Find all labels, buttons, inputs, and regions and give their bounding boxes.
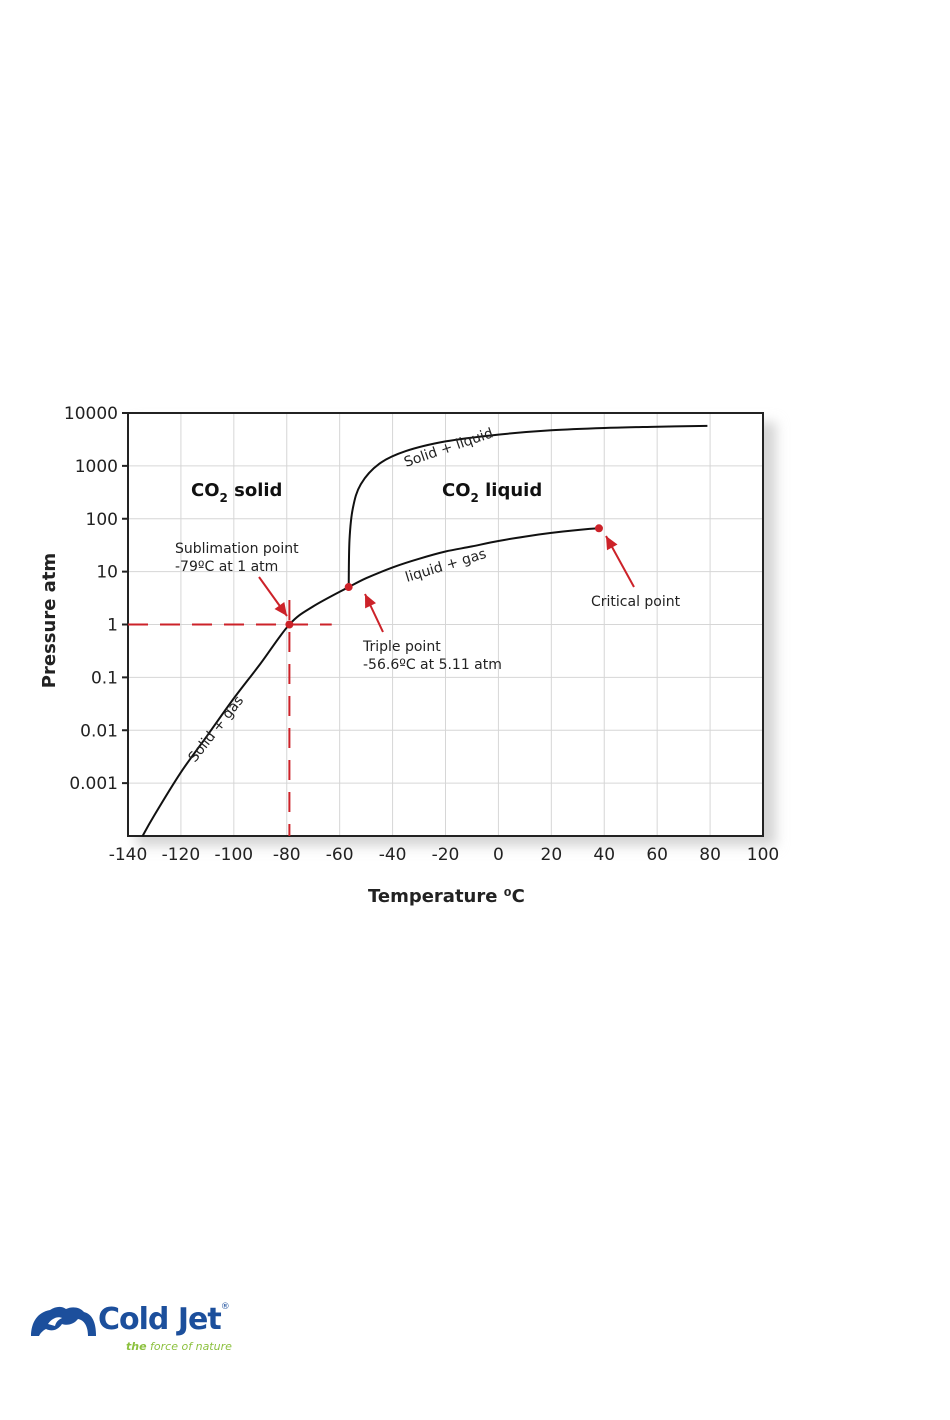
logo-wordmark: Cold Jet® bbox=[98, 1302, 230, 1337]
x-tick-label: -80 bbox=[273, 845, 301, 865]
y-tick-label: 1 bbox=[107, 616, 118, 636]
x-tick-label: 80 bbox=[699, 845, 721, 865]
region-label-liquid: CO2 liquid bbox=[442, 480, 542, 505]
annotation-critical-point: Critical point bbox=[591, 594, 681, 610]
region-tail: liquid bbox=[479, 480, 542, 501]
points bbox=[285, 524, 603, 629]
grid bbox=[128, 413, 763, 836]
y-tick-label: 0.1 bbox=[91, 668, 118, 688]
y-tick-label: 1000 bbox=[75, 457, 118, 477]
annotation-triple-point: -56.6ºC at 5.11 atm bbox=[363, 657, 502, 673]
melting-curve bbox=[347, 424, 708, 588]
y-axis-title: Pressure atm bbox=[39, 553, 60, 688]
reference-lines bbox=[128, 600, 332, 836]
arrows bbox=[258, 535, 635, 633]
phase-curves bbox=[141, 424, 708, 837]
x-tick-label: 60 bbox=[646, 845, 668, 865]
y-tick-label: 100 bbox=[86, 510, 118, 530]
region-text: CO bbox=[442, 480, 471, 501]
region-tail: solid bbox=[228, 480, 283, 501]
point-critical-point bbox=[594, 524, 603, 533]
annotation-triple-point: Triple point bbox=[362, 639, 441, 655]
sublimation-curve bbox=[141, 586, 350, 837]
arrow-triple-head bbox=[365, 594, 376, 609]
y-tick-label: 0.001 bbox=[69, 774, 118, 794]
x-tick-label: -40 bbox=[379, 845, 407, 865]
y-tick-label: 10000 bbox=[64, 404, 118, 424]
bear-logo-icon bbox=[31, 1306, 96, 1336]
region-text: CO bbox=[191, 480, 220, 501]
x-tick-label: -100 bbox=[215, 845, 254, 865]
y-tick-label: 0.01 bbox=[80, 721, 118, 741]
vaporization-curve bbox=[348, 527, 600, 588]
point-triple-point bbox=[344, 583, 353, 592]
y-tick-label: 10 bbox=[96, 563, 118, 583]
x-tick-label: -60 bbox=[326, 845, 354, 865]
region-subscript: 2 bbox=[220, 491, 228, 505]
x-tick-label: -20 bbox=[432, 845, 460, 865]
x-tick-label: -120 bbox=[162, 845, 201, 865]
region-subscript: 2 bbox=[471, 491, 479, 505]
logo-tagline: the force of nature bbox=[126, 1340, 232, 1353]
x-tick-label: 40 bbox=[593, 845, 615, 865]
annotation-sublimation-point: Sublimation point bbox=[175, 541, 299, 557]
arrow-critical-head bbox=[606, 536, 618, 551]
x-tick-label: 20 bbox=[541, 845, 563, 865]
region-label-solid: CO2 solid bbox=[191, 480, 282, 505]
annotation-sublimation-point: -79ºC at 1 atm bbox=[175, 559, 278, 575]
x-tick-label: 100 bbox=[747, 845, 779, 865]
x-axis-title: Temperature ⁰C bbox=[368, 886, 525, 907]
arrow-sublimation-head bbox=[274, 601, 287, 616]
x-tick-label: -140 bbox=[109, 845, 148, 865]
cold-jet-logo: Cold Jet® the force of nature bbox=[28, 1302, 238, 1358]
x-axis-unit: ⁰C bbox=[504, 886, 525, 907]
point-sublimation-point bbox=[285, 620, 294, 629]
x-tick-label: 0 bbox=[493, 845, 504, 865]
